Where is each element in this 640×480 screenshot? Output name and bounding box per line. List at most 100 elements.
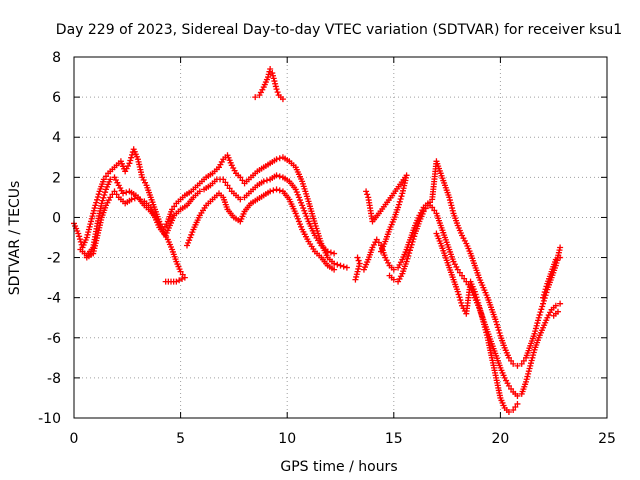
data-point xyxy=(448,202,455,209)
y-tick-label: -6 xyxy=(47,331,61,347)
data-point xyxy=(446,194,453,201)
data-point xyxy=(505,382,512,389)
data-point xyxy=(93,199,100,206)
data-point xyxy=(273,172,280,179)
data-point xyxy=(189,229,196,236)
y-tick-label: 4 xyxy=(52,130,61,146)
data-point xyxy=(482,326,489,333)
data-point xyxy=(274,89,281,96)
data-point xyxy=(98,200,105,207)
data-point xyxy=(299,202,306,209)
data-point xyxy=(269,70,276,77)
data-point xyxy=(91,205,98,212)
data-point xyxy=(454,266,461,273)
data-point xyxy=(85,229,92,236)
data-point xyxy=(525,370,532,377)
data-point xyxy=(539,303,546,310)
data-point xyxy=(294,191,301,198)
data-point xyxy=(395,204,402,211)
data-point xyxy=(481,324,488,331)
data-point xyxy=(343,264,350,271)
y-tick-label: 6 xyxy=(52,90,61,106)
data-point xyxy=(85,226,92,233)
data-point xyxy=(353,273,360,280)
data-point xyxy=(446,197,453,204)
data-point xyxy=(293,213,300,220)
data-point xyxy=(540,294,547,301)
data-point xyxy=(293,189,300,196)
data-point xyxy=(239,177,246,184)
x-axis-title: GPS time / hours xyxy=(280,459,397,475)
data-point xyxy=(454,288,461,295)
data-point xyxy=(102,173,109,180)
data-point xyxy=(76,233,83,240)
y-tick-label: -8 xyxy=(47,371,61,387)
data-point xyxy=(496,329,503,336)
data-point xyxy=(397,195,404,202)
y-tick-label: -4 xyxy=(47,291,61,307)
data-point xyxy=(514,392,521,399)
data-point xyxy=(107,176,114,183)
data-point xyxy=(265,71,272,78)
data-point xyxy=(449,207,456,214)
data-point xyxy=(100,194,107,201)
data-point xyxy=(303,213,310,220)
grid xyxy=(74,57,607,418)
data-point xyxy=(273,86,280,93)
data-point xyxy=(302,210,309,217)
data-point xyxy=(424,202,431,209)
data-point xyxy=(557,254,564,261)
data-point xyxy=(420,208,427,215)
data-point xyxy=(471,288,478,295)
data-point xyxy=(334,261,341,268)
data-point xyxy=(480,318,487,325)
x-tick-label: 5 xyxy=(176,431,185,447)
data-point xyxy=(532,325,539,332)
y-tick-label: 8 xyxy=(52,50,61,66)
data-point xyxy=(542,286,549,293)
data-point xyxy=(226,185,233,192)
data-point xyxy=(355,263,362,270)
data-point xyxy=(532,328,539,335)
data-point xyxy=(88,215,95,222)
data-point xyxy=(554,308,561,315)
data-point xyxy=(171,203,178,210)
data-point xyxy=(95,191,102,198)
data-point xyxy=(355,257,362,264)
data-point xyxy=(461,275,468,282)
data-point xyxy=(407,247,414,254)
data-point xyxy=(169,206,176,213)
data-point xyxy=(324,248,331,255)
y-axis-title: SDTVAR / TECUs xyxy=(7,181,23,296)
data-point xyxy=(483,329,490,336)
data-point xyxy=(505,354,512,361)
data-point xyxy=(92,202,99,209)
data-point xyxy=(406,250,413,257)
data-point xyxy=(269,72,276,79)
data-point xyxy=(404,255,411,262)
data-point xyxy=(477,308,484,315)
data-point xyxy=(529,354,536,361)
data-point xyxy=(530,352,537,359)
data-point xyxy=(537,309,544,316)
data-point xyxy=(295,218,302,225)
data-point xyxy=(273,186,280,193)
data-point xyxy=(331,266,338,273)
data-point xyxy=(220,176,227,183)
data-point xyxy=(410,236,417,243)
data-point xyxy=(457,297,464,304)
x-tick-label: 10 xyxy=(278,431,296,447)
data-point xyxy=(479,316,486,323)
data-point xyxy=(296,221,303,228)
data-point xyxy=(276,173,283,180)
data-point xyxy=(478,313,485,320)
data-point xyxy=(296,197,303,204)
data-point xyxy=(456,269,463,276)
data-point xyxy=(94,196,101,203)
data-point xyxy=(493,318,500,325)
data-point xyxy=(365,194,372,201)
data-point xyxy=(363,188,370,195)
data-point xyxy=(531,330,538,337)
y-tick-label: -10 xyxy=(38,411,61,427)
data-point xyxy=(295,194,302,201)
